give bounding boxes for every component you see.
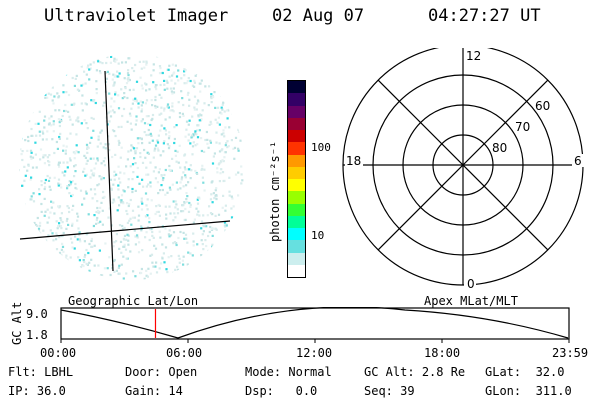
aurora-image: [19, 55, 245, 280]
timeline-apex-title: Apex MLat/MLT: [424, 294, 518, 308]
colorbar-segment: [288, 130, 305, 143]
mlt-label-12: 12: [466, 49, 481, 63]
status-gain: Gain: 14: [125, 384, 183, 398]
colorbar-segment: [288, 191, 305, 204]
status-dsp: Dsp: 0.0: [245, 384, 318, 398]
colorbar-segment: [288, 240, 305, 253]
altitude-timeline-plot: [60, 307, 570, 343]
mlat-label-80: 80: [492, 141, 507, 155]
status-filter: Flt: LBHL: [8, 365, 74, 379]
observation-date: 02 Aug 07: [272, 6, 365, 26]
colorbar-segment: [288, 215, 305, 228]
mlt-label-6: 6: [574, 154, 582, 168]
altitude-curve: [60, 307, 569, 339]
timeline-geographic-title: Geographic Lat/Lon: [68, 294, 199, 308]
colorbar-segment: [288, 179, 305, 192]
colorbar-unit-label: photon cm⁻²s⁻¹: [268, 140, 282, 242]
colorbar-segment: [288, 117, 305, 130]
timeline-xtick-1200: 12:00: [296, 346, 333, 360]
colorbar-tick-10: 10: [311, 229, 325, 242]
timeline-xtick-0000: 00:00: [40, 346, 77, 360]
aurora-intensity-speckle: [19, 55, 245, 280]
instrument-title: Ultraviolet Imager: [44, 6, 229, 26]
status-gc-alt: GC Alt: 2.8 Re: [364, 365, 466, 379]
colorbar-segment: [288, 154, 305, 167]
timeline-ytick-min: 1.8: [26, 328, 48, 342]
colorbar-segment: [288, 166, 305, 179]
mlt-label-18: 18: [346, 154, 361, 168]
status-ip: IP: 36.0: [8, 384, 66, 398]
status-seq: Seq: 39: [364, 384, 415, 398]
colorbar-segment: [288, 93, 305, 106]
mlat-label-60: 60: [535, 99, 550, 113]
timeline-xtick-0600: 06:00: [166, 346, 203, 360]
timeline-axis-label: GC Alt: [10, 301, 24, 345]
colorbar-segment: [288, 264, 305, 277]
timeline-xtick-1800: 18:00: [424, 346, 461, 360]
color-scale-bar: [287, 80, 306, 278]
colorbar-segment: [288, 203, 305, 216]
timeline-frame: [60, 307, 570, 340]
colorbar-segment: [288, 252, 305, 265]
status-glon: GLon: 311.0: [485, 384, 572, 398]
timeline-ytick-max: 9.0: [26, 307, 48, 321]
mlat-label-70: 70: [515, 120, 530, 134]
colorbar-tick-100: 100: [311, 141, 331, 154]
mlt-label-0: 0: [467, 277, 475, 291]
polar-mlat-mlt-plot: 12 0 18 6 60 70 80: [342, 48, 584, 291]
colorbar-segment: [288, 81, 305, 94]
timeline-xtick-2359: 23:59: [552, 346, 589, 360]
geographic-meridian-line: [104, 70, 114, 272]
colorbar-segment: [288, 228, 305, 241]
status-glat: GLat: 32.0: [485, 365, 565, 379]
geographic-latitude-line: [19, 220, 231, 240]
colorbar-segment: [288, 142, 305, 155]
status-mode: Mode: Normal: [245, 365, 332, 379]
colorbar-segment: [288, 105, 305, 118]
polar-diagonal-2: [377, 79, 549, 251]
status-door: Door: Open: [125, 365, 198, 379]
observation-time: 04:27:27 UT: [428, 6, 541, 26]
